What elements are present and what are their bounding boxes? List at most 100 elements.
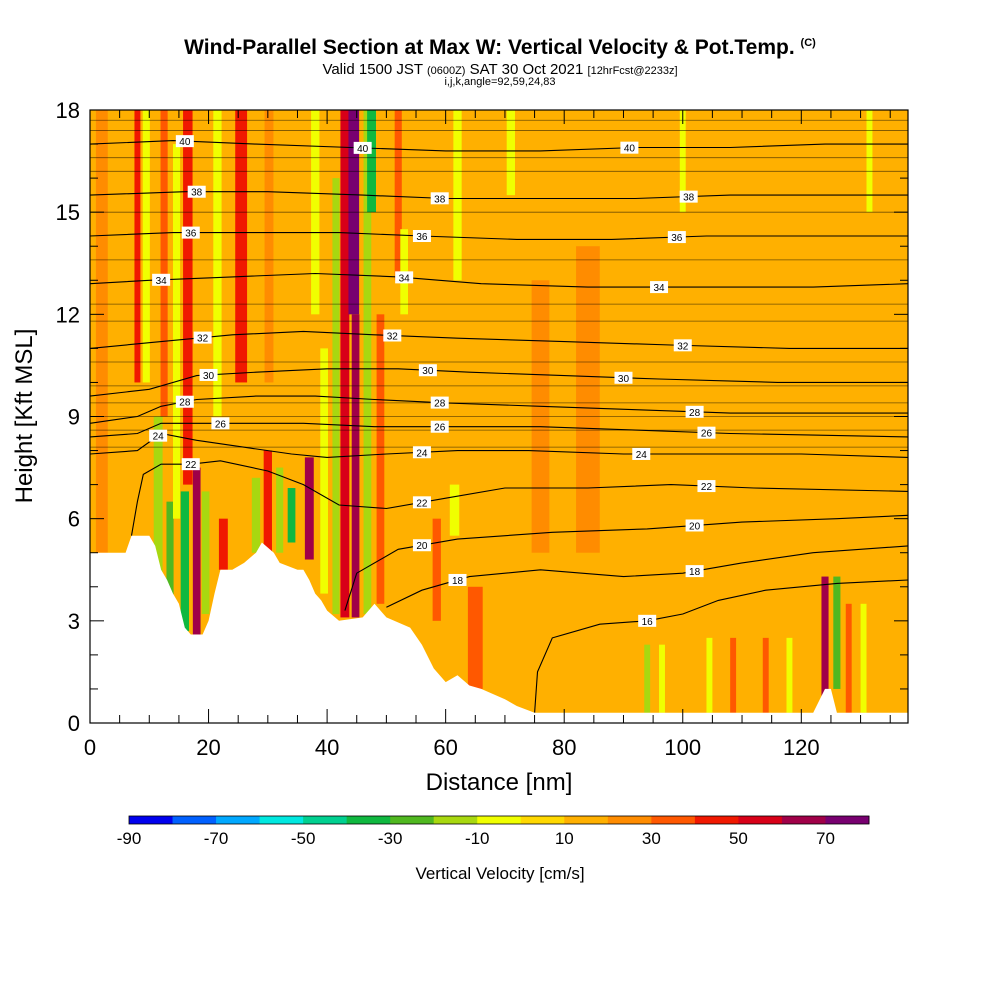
theta-label: 24 [416, 448, 428, 459]
velocity-band [644, 644, 651, 713]
colorbar-tick-label: -90 [117, 829, 142, 848]
theta-label: 20 [689, 521, 701, 532]
theta-label-box [149, 429, 168, 442]
terrain [90, 535, 908, 724]
y-tick-label: 0 [68, 711, 80, 736]
velocity-band [730, 637, 737, 713]
theta-label: 20 [416, 541, 428, 552]
velocity-band [263, 450, 272, 553]
y-tick-label: 6 [68, 507, 80, 532]
colorbar-border [128, 815, 870, 825]
theta-label-box [412, 446, 431, 459]
theta-label: 38 [434, 194, 446, 205]
y-tick-label: 15 [56, 200, 80, 225]
theta-label-box [685, 519, 704, 532]
subtitle-utc: (0600Z) [426, 65, 466, 77]
velocity-band [304, 457, 314, 560]
theta-contour-22 [130, 460, 908, 536]
theta-label: 22 [701, 482, 713, 493]
velocity-band [320, 348, 328, 594]
theta-contour-40 [90, 140, 908, 152]
theta-label-box [175, 395, 194, 408]
velocity-band [833, 576, 841, 689]
theta-label-box [673, 339, 692, 352]
colorbar-segment [825, 816, 870, 824]
subtitle-forecast: [12hrFcst@2233z] [587, 65, 678, 77]
theta-label-box [638, 614, 657, 627]
colorbar-tick-label: -30 [378, 829, 403, 848]
velocity-band [192, 467, 201, 635]
velocity-band [866, 110, 873, 213]
theta-label: 30 [618, 374, 630, 385]
velocity-band [95, 110, 108, 553]
velocity-band [340, 110, 350, 618]
velocity-band [845, 603, 852, 713]
terrain-mask [90, 535, 908, 724]
chart-title-text: Wind-Parallel Section at Max W: Vertical… [184, 36, 795, 59]
theta-contour-38 [90, 191, 908, 200]
theta-label: 38 [683, 193, 695, 204]
velocity-band [449, 484, 460, 536]
theta-label: 40 [357, 144, 369, 155]
theta-label-box [685, 405, 704, 418]
y-tick-label: 12 [56, 302, 80, 327]
velocity-band [180, 491, 189, 632]
theta-label-box [353, 141, 372, 154]
theta-label-box [620, 141, 639, 154]
theta-label: 26 [701, 429, 713, 440]
x-tick-label: 0 [84, 735, 96, 760]
theta-label: 28 [689, 408, 701, 419]
theta-contour-18 [386, 545, 908, 608]
x-tick-label: 100 [664, 735, 701, 760]
velocity-band [679, 110, 686, 213]
x-tick-label: 60 [433, 735, 457, 760]
colorbar: -90 -70 -50 -30 -10 10 30 50 70 [117, 815, 870, 848]
theta-contour-28 [90, 395, 908, 424]
theta-label: 32 [387, 331, 399, 342]
theta-label-box [395, 271, 414, 284]
theta-label-box [430, 192, 449, 205]
theta-label-box [667, 231, 686, 244]
velocity-band [287, 488, 296, 543]
theta-label-box [650, 281, 669, 294]
velocity-band [576, 246, 600, 553]
theta-label: 18 [452, 576, 464, 587]
velocity-band [506, 110, 516, 196]
velocity-band [367, 110, 377, 213]
colorbar-segment [172, 816, 217, 824]
y-axis-label: Height [Kft MSL] [11, 329, 38, 504]
y-axis: 0 3 6 9 12 15 18 [56, 98, 80, 736]
subtitle-valid: Valid 1500 JST [322, 61, 423, 78]
theta-label: 34 [399, 273, 411, 284]
theta-label-box [418, 364, 437, 377]
theta-label: 36 [671, 233, 683, 244]
theta-label: 28 [434, 399, 446, 410]
velocity-band [213, 110, 222, 417]
theta-label-box [685, 565, 704, 578]
theta-label: 16 [642, 617, 654, 628]
velocity-band [706, 637, 713, 713]
velocity-band [142, 110, 150, 383]
theta-label-box [211, 417, 230, 430]
x-tick-label: 80 [552, 735, 576, 760]
colorbar-tick-label: -70 [204, 829, 229, 848]
theta-label-box [697, 426, 716, 439]
colorbar-segment [651, 816, 696, 824]
velocity-band [183, 110, 193, 485]
theta-contours [90, 140, 908, 713]
velocity-band [786, 637, 793, 713]
theta-contour-20 [344, 514, 908, 611]
theta-label: 32 [677, 341, 689, 352]
colorbar-segment [303, 816, 348, 824]
colorbar-segment [781, 816, 826, 824]
theta-label-box [181, 458, 200, 471]
theta-contour-30 [90, 368, 908, 397]
velocity-band [821, 576, 829, 713]
chart-title-tag: (C) [800, 37, 816, 49]
theta-label-box [193, 331, 212, 344]
y-tick-label: 3 [68, 609, 80, 634]
colorbar-segment [607, 816, 652, 824]
colorbar-segment [564, 816, 609, 824]
